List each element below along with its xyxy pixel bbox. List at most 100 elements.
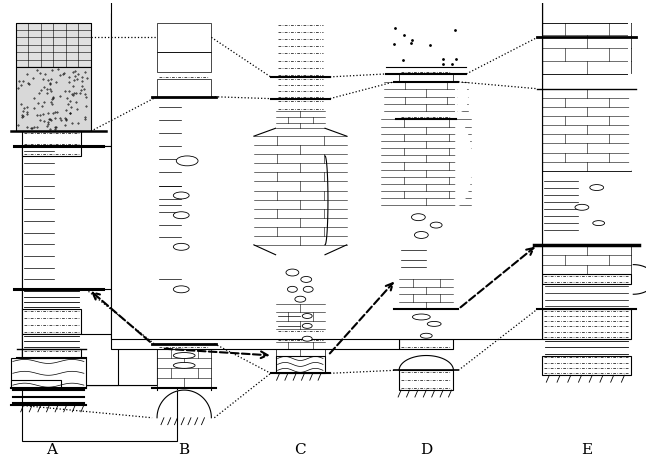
Bar [276,112,325,128]
Bar [162,141,276,255]
Bar [157,79,211,97]
Bar [187,13,399,206]
Bar [157,79,211,97]
Bar [542,274,631,285]
Bar [21,289,157,385]
Bar [157,30,211,33]
Bar [21,349,81,359]
Bar [157,52,211,72]
Ellipse shape [174,212,189,219]
Ellipse shape [421,333,432,338]
Bar [11,359,86,388]
Bar [399,78,454,82]
Bar [11,380,61,388]
Text: B: B [179,443,190,458]
Bar [382,120,471,206]
Bar [157,22,211,52]
Ellipse shape [590,185,604,191]
Bar [157,52,211,72]
Bar [21,146,177,441]
Bar [157,22,211,26]
Bar [157,52,211,57]
Ellipse shape [302,323,312,328]
Bar [378,0,542,74]
Ellipse shape [427,321,441,326]
Bar [157,344,211,349]
Bar [111,13,399,349]
Ellipse shape [174,192,189,199]
Polygon shape [399,356,454,370]
Bar [157,45,211,48]
Ellipse shape [593,221,605,226]
Ellipse shape [174,243,189,250]
Bar [391,5,399,22]
Bar [157,22,211,52]
Bar [157,48,211,52]
Bar [21,309,81,334]
Bar [399,67,454,74]
Bar [542,245,631,274]
Bar [157,67,211,72]
Bar [399,74,454,78]
Ellipse shape [286,269,299,276]
Bar [276,99,325,112]
Bar [542,89,631,171]
Bar [276,304,325,329]
Ellipse shape [174,286,189,293]
Text: C: C [294,443,306,458]
Ellipse shape [176,156,198,166]
Polygon shape [157,390,211,418]
Bar [21,334,118,385]
Bar [157,57,211,62]
Text: E: E [581,443,592,458]
Bar [276,22,325,77]
Ellipse shape [287,286,297,292]
Bar [276,342,325,356]
Bar [157,72,211,79]
Bar [399,74,454,82]
Bar [16,67,91,131]
Bar [276,356,325,373]
Bar [157,83,211,88]
Bar [157,41,211,45]
Bar [221,0,542,171]
Bar [122,97,157,255]
Ellipse shape [304,286,313,292]
Bar [254,136,346,245]
Bar [21,146,177,385]
Bar [21,146,81,156]
Bar [157,26,211,30]
Bar [542,22,631,74]
Bar [111,0,542,339]
Bar [542,309,631,339]
Bar [399,279,454,309]
Bar [276,77,325,99]
Bar [276,329,325,342]
Ellipse shape [575,204,589,210]
Ellipse shape [301,277,311,282]
Text: D: D [420,443,432,458]
Bar [157,33,211,37]
Ellipse shape [174,362,195,368]
Text: A: A [46,443,57,458]
Bar [399,339,454,349]
Bar [399,74,454,82]
Bar [16,22,91,67]
Bar [399,370,454,390]
Ellipse shape [430,222,442,228]
Ellipse shape [302,336,312,341]
Bar [157,0,542,285]
Bar [21,131,81,146]
Ellipse shape [295,296,306,302]
Bar [542,356,631,375]
Bar [157,37,211,41]
Ellipse shape [174,352,195,359]
Ellipse shape [413,314,430,320]
Bar [157,92,211,97]
Ellipse shape [415,232,428,239]
Bar [384,82,468,112]
Bar [157,62,211,67]
Bar [157,349,211,388]
Ellipse shape [411,214,425,221]
Ellipse shape [302,313,312,319]
